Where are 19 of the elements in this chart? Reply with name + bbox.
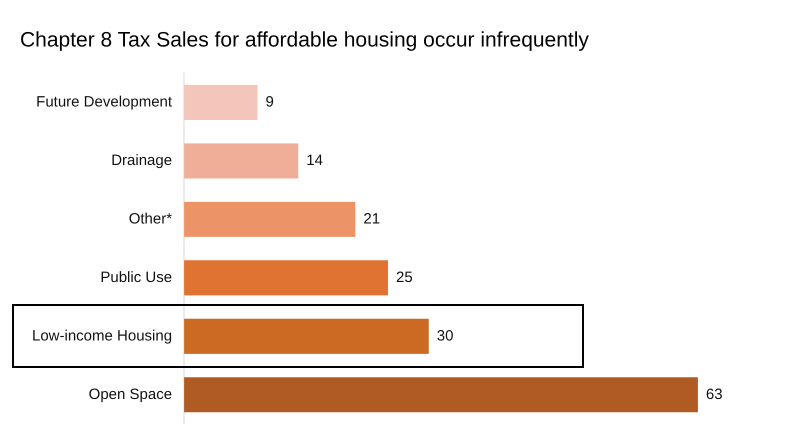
chart-title: Chapter 8 Tax Sales for affordable housing occur infrequently bbox=[20, 28, 590, 52]
bar bbox=[184, 260, 388, 296]
data-label: 63 bbox=[706, 386, 723, 403]
data-label: 9 bbox=[265, 94, 274, 111]
y-tick-label: Open Space bbox=[88, 386, 172, 403]
bar bbox=[184, 377, 698, 412]
bar bbox=[184, 318, 429, 354]
y-tick-label: Future Development bbox=[36, 94, 173, 111]
data-label: 25 bbox=[396, 268, 413, 286]
y-tick-label: Low-income Housing bbox=[32, 327, 172, 344]
y-tick-label: Public Use bbox=[100, 268, 172, 286]
data-label: 21 bbox=[363, 210, 380, 228]
bar bbox=[184, 84, 258, 120]
data-label: 14 bbox=[306, 152, 323, 170]
bar bbox=[184, 143, 298, 178]
bar bbox=[184, 202, 356, 237]
y-tick-label: Other* bbox=[128, 210, 172, 228]
data-label: 30 bbox=[436, 327, 454, 344]
y-tick-label: Drainage bbox=[111, 152, 172, 170]
